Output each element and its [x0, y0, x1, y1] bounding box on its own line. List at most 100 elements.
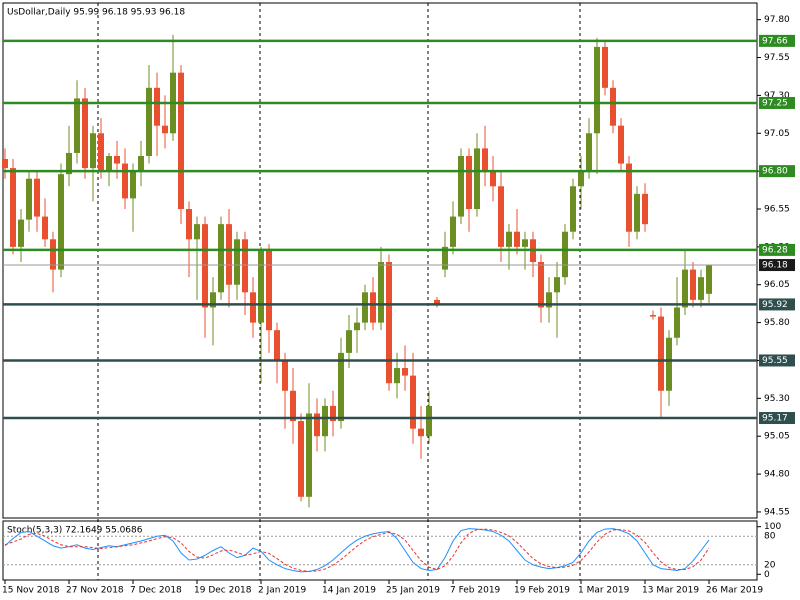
y-tick-label: 94.55 [764, 507, 790, 517]
candle-body [490, 171, 496, 187]
x-tick-label: 26 Mar 2019 [706, 586, 763, 596]
candle-body [18, 219, 24, 247]
level-label: 95.92 [762, 300, 788, 310]
x-tick-label: 2 Jan 2019 [258, 586, 306, 596]
candle-body [370, 292, 376, 323]
candle-body [410, 375, 416, 429]
chart-title: UsDollar,Daily 95.99 96.18 95.93 96.18 [7, 8, 185, 18]
y2-tick-label: 0 [764, 570, 770, 580]
candle-body [298, 421, 304, 497]
candle-body [466, 155, 472, 209]
candle-body [210, 292, 216, 308]
level-label: 95.17 [762, 414, 788, 424]
candle-body [458, 155, 464, 217]
candle-body [306, 413, 312, 497]
level-label-box [759, 96, 795, 109]
candle-body [266, 249, 272, 331]
candle-body [82, 98, 88, 169]
y-tick-label: 96.55 [764, 205, 790, 215]
candle-body [666, 337, 672, 391]
candle-body [650, 315, 656, 317]
y-tick-label: 97.30 [764, 91, 790, 101]
candle-body [690, 269, 696, 300]
stoch-line [4, 528, 710, 572]
candle-body [274, 330, 280, 361]
candle-body [426, 405, 432, 437]
candle-body [234, 239, 240, 285]
candle-body [554, 277, 560, 293]
candle-body [34, 178, 40, 217]
candle-body [74, 98, 80, 153]
level-label-box [759, 243, 795, 256]
candle-body [322, 405, 328, 437]
x-tick-label: 14 Jan 2019 [322, 586, 376, 596]
y-tick-label: 96.05 [764, 280, 790, 290]
level-label: 96.28 [762, 245, 788, 255]
candle-body [498, 186, 504, 247]
candle-body [202, 224, 208, 308]
candle-body [634, 193, 640, 232]
candle-body [586, 133, 592, 172]
candle-body [626, 163, 632, 232]
candle-body [50, 239, 56, 270]
stoch-panel-frame [2, 520, 758, 581]
candle-body [506, 231, 512, 247]
candle-body [258, 249, 264, 323]
candle-body [162, 125, 168, 134]
y-tick-label: 95.80 [764, 318, 790, 328]
candle-body [418, 428, 424, 437]
candle-body [570, 186, 576, 232]
candle-body [90, 133, 96, 169]
candle-body [242, 239, 248, 293]
candle-body [138, 155, 144, 172]
candle-body [130, 171, 136, 199]
candle-body [26, 178, 32, 220]
level-label-box [759, 259, 795, 272]
y2-tick-label: 20 [764, 560, 776, 570]
candle-body [218, 224, 224, 293]
candle-body [10, 168, 16, 247]
level-label: 97.66 [762, 36, 788, 46]
x-tick-label: 27 Nov 2018 [66, 586, 124, 596]
candle-body [698, 277, 704, 300]
candle-body [562, 231, 568, 278]
candle-body [618, 125, 624, 164]
level-label-box [759, 34, 795, 47]
candle-body [642, 193, 648, 225]
candle-body [290, 390, 296, 422]
candle-body [98, 133, 104, 172]
y-tick-label: 95.30 [764, 394, 790, 404]
candle-body [122, 163, 128, 199]
level-label: 97.25 [762, 98, 788, 108]
candle-body [434, 299, 440, 305]
candle-body [442, 246, 448, 270]
candle-body [330, 405, 336, 422]
candle-body [178, 72, 184, 209]
level-label-box [759, 298, 795, 311]
candle-body [106, 155, 112, 172]
y-tick-label: 95.05 [764, 432, 790, 442]
level-label-box [759, 354, 795, 367]
price-panel-frame [2, 2, 758, 519]
candle-body [546, 292, 552, 308]
candle-body [538, 262, 544, 308]
candle-body [474, 148, 480, 209]
candle-body [250, 292, 256, 323]
stoch-title: Stoch(5,3,3) 72.1649 55.0686 [7, 526, 143, 536]
y-tick-label: 97.80 [764, 15, 790, 25]
candle-body [282, 360, 288, 391]
y-tick-label: 97.55 [764, 53, 790, 63]
candle-body [706, 265, 712, 294]
candle-body [602, 46, 608, 88]
candle-body [402, 368, 408, 376]
month-separators [97, 3, 581, 580]
candle-body [346, 330, 352, 353]
candle-body [386, 262, 392, 384]
candle-body [226, 224, 232, 285]
level-label-box [759, 165, 795, 178]
candle-body [378, 262, 384, 323]
x-tick-label: 19 Dec 2018 [194, 586, 252, 596]
candle-body [594, 46, 600, 134]
candle-body [394, 368, 400, 384]
